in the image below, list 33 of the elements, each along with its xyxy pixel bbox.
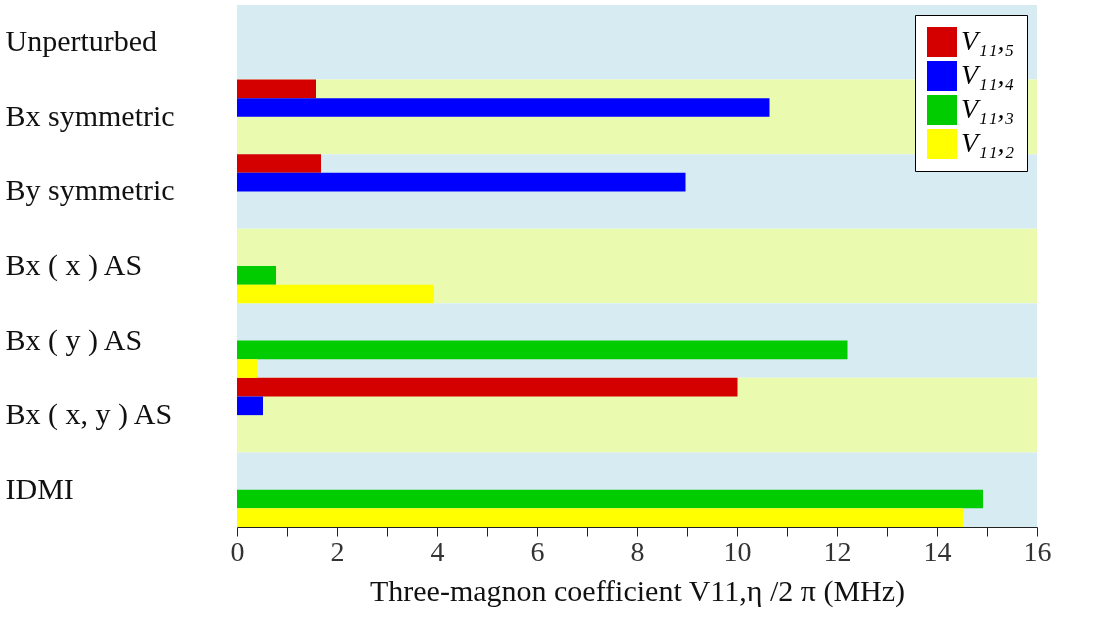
y-tick-label: Bx ( x ) AS (5, 248, 143, 282)
bar (237, 377, 738, 397)
legend-label: V₁₁,₅ (961, 25, 1015, 56)
legend-label: V₁₁,₂ (961, 127, 1015, 158)
legend-label: V₁₁,₃ (961, 93, 1015, 124)
x-tick-label: 14 (923, 535, 952, 567)
y-tick-label: Bx ( x, y ) AS (5, 397, 173, 432)
y-tick-label: IDMI (5, 471, 74, 505)
bar (237, 489, 983, 509)
y-tick-label: Bx symmetric (5, 98, 175, 132)
y-tick-label: Unperturbed (5, 24, 158, 58)
x-tick-label: 6 (530, 535, 545, 567)
bar (237, 284, 434, 304)
bar (237, 154, 321, 173)
x-tick-label: 8 (630, 535, 645, 567)
bar (237, 359, 257, 378)
x-tick-label: 16 (1023, 535, 1052, 567)
x-tick-label: 4 (430, 535, 445, 567)
bar (237, 340, 848, 360)
legend-label: V₁₁,₄ (961, 59, 1015, 90)
x-tick-label: 12 (823, 535, 852, 567)
bar (237, 79, 316, 99)
y-tick-label: By symmetric (5, 173, 175, 207)
x-tick-label: 2 (330, 535, 345, 567)
x-tick-label: 0 (230, 535, 245, 567)
bar (237, 266, 276, 285)
x-tick-label: 10 (723, 535, 752, 567)
bar (237, 98, 770, 117)
y-tick-label: Bx ( y ) AS (5, 322, 143, 357)
bar (237, 508, 963, 527)
bar (237, 172, 686, 192)
x-axis-title: Three-magnon coefficient V11,η /2 π (MHz) (369, 573, 906, 608)
bar (237, 396, 263, 416)
